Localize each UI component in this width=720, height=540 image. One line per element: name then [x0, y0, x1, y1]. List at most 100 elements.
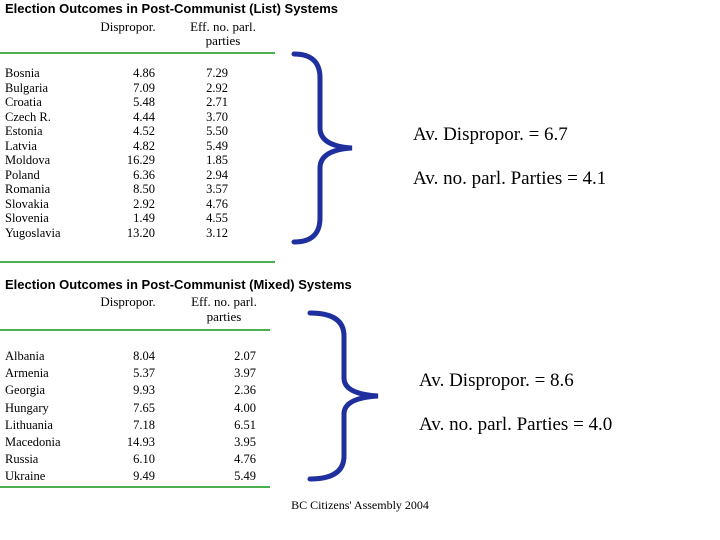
eff-parties-value: 4.00: [234, 400, 256, 415]
list-brace: [291, 51, 353, 245]
country-name: Slovenia: [5, 211, 49, 225]
country-name: Russia: [5, 452, 39, 467]
dispropor-value: 4.82: [133, 138, 155, 153]
eff-parties-value: 3.95: [234, 434, 256, 449]
footer-text: BC Citizens' Assembly 2004: [291, 498, 429, 512]
table-row: Ukraine 9.49 5.49: [0, 468, 270, 485]
table-row: Czech R. 4.44 3.70: [0, 110, 275, 125]
country-name: Latvia: [5, 138, 37, 153]
dispropor-value: 7.65: [133, 400, 155, 415]
mixed-table-body: Albania 8.04 2.07 Armenia 5.37 3.97 Georgia 9.9…: [0, 348, 270, 486]
country-name: Yugoslavia: [5, 225, 61, 240]
eff-parties-value: 2.71: [206, 95, 228, 109]
table-row: Yugoslavia 13.20 3.12: [0, 226, 275, 241]
list-col-eff-header-line1: Eff. no. parl.: [190, 19, 256, 34]
mixed-col-eff-header-line1: Eff. no. parl.: [191, 294, 257, 309]
eff-parties-value: 4.76: [206, 196, 228, 211]
dispropor-value: 16.29: [126, 153, 155, 167]
country-name: Bulgaria: [5, 80, 49, 95]
country-name: Poland: [5, 167, 40, 182]
list-header-rule: [0, 52, 275, 54]
dispropor-value: 8.50: [133, 182, 155, 196]
eff-parties-value: 2.07: [234, 349, 256, 363]
table-row: Moldova 16.29 1.85: [0, 153, 275, 168]
mixed-header-rule: [0, 329, 270, 331]
list-bottom-rule: [0, 261, 275, 263]
mixed-table-title: Election Outcomes in Post-Communist (Mix…: [5, 277, 352, 292]
eff-parties-value: 1.85: [206, 153, 228, 167]
dispropor-value: 8.04: [133, 349, 155, 363]
list-table-body: Bosnia 4.86 7.29 Bulgaria 7.09 2.92 Croatia 5.4…: [0, 66, 275, 240]
mixed-bottom-rule: [0, 486, 270, 488]
table-row: Hungary 7.65 4.00: [0, 400, 270, 417]
eff-parties-value: 6.51: [234, 417, 256, 432]
table-row: Bosnia 4.86 7.29: [0, 66, 275, 81]
country-name: Romania: [5, 182, 51, 196]
table-row: Poland 6.36 2.94: [0, 168, 275, 183]
list-systems-table: Election Outcomes in Post-Communist (Lis…: [0, 1, 338, 240]
country-name: Lithuania: [5, 417, 53, 432]
dispropor-value: 14.93: [126, 434, 155, 449]
footer-credit: BC Citizens' Assembly 2004: [0, 498, 720, 513]
table-row: Croatia 5.48 2.71: [0, 95, 275, 110]
list-col-disp-header: Dispropor.: [100, 19, 156, 34]
mixed-col-disp-header: Dispropor.: [100, 294, 156, 309]
list-table-title: Election Outcomes in Post-Communist (Lis…: [5, 1, 338, 16]
country-name: Czech R.: [5, 109, 51, 124]
dispropor-value: 6.10: [133, 452, 155, 467]
list-avg-parties: Av. no. parl. Parties = 4.1: [413, 168, 607, 189]
eff-parties-value: 2.36: [234, 383, 256, 398]
table-row: Slovenia 1.49 4.55: [0, 211, 275, 226]
country-name: Ukraine: [5, 469, 46, 484]
dispropor-value: 7.09: [133, 80, 155, 95]
dispropor-value: 13.20: [126, 225, 155, 240]
dispropor-value: 4.44: [133, 109, 155, 124]
dispropor-value: 1.49: [133, 211, 155, 225]
mixed-table-header: Dispropor. Eff. no. parl. parties: [0, 292, 360, 328]
dispropor-value: 4.86: [133, 66, 155, 80]
table-row: Bulgaria 7.09 2.92: [0, 81, 275, 96]
country-name: Bosnia: [5, 66, 40, 80]
country-name: Moldova: [5, 153, 51, 167]
country-name: Macedonia: [5, 434, 61, 449]
country-name: Georgia: [5, 383, 46, 398]
dispropor-value: 2.92: [133, 196, 155, 211]
mixed-col-eff-header-line2: parties: [206, 309, 242, 324]
country-name: Albania: [5, 349, 45, 363]
eff-parties-value: 4.55: [206, 211, 228, 225]
table-row: Estonia 4.52 5.50: [0, 124, 275, 139]
dispropor-value: 6.36: [133, 167, 155, 182]
dispropor-value: 5.37: [133, 366, 155, 381]
eff-parties-value: 5.50: [206, 124, 228, 138]
eff-parties-value: 2.92: [206, 80, 228, 95]
table-row: Macedonia 14.93 3.95: [0, 434, 270, 451]
country-name: Armenia: [5, 366, 49, 381]
mixed-systems-table: Election Outcomes in Post-Communist (Mix…: [0, 277, 360, 483]
country-name: Croatia: [5, 95, 42, 109]
list-avg-dispropor: Av. Dispropor. = 6.7: [413, 124, 568, 145]
eff-parties-value: 3.12: [206, 225, 228, 240]
dispropor-value: 4.52: [133, 124, 155, 138]
eff-parties-value: 4.76: [234, 452, 256, 467]
table-row: Romania 8.50 3.57: [0, 182, 275, 197]
eff-parties-value: 2.94: [206, 167, 228, 182]
table-row: Armenia 5.37 3.97: [0, 365, 270, 382]
table-row: Russia 6.10 4.76: [0, 451, 270, 468]
eff-parties-value: 3.70: [206, 109, 228, 124]
eff-parties-value: 5.49: [206, 138, 228, 153]
table-row: Latvia 4.82 5.49: [0, 139, 275, 154]
table-row: Albania 8.04 2.07: [0, 348, 270, 365]
country-name: Hungary: [5, 400, 49, 415]
dispropor-value: 7.18: [133, 417, 155, 432]
eff-parties-value: 5.49: [234, 469, 256, 484]
eff-parties-value: 3.97: [234, 366, 256, 381]
dispropor-value: 9.49: [133, 469, 155, 484]
country-name: Slovakia: [5, 196, 49, 211]
dispropor-value: 5.48: [133, 95, 155, 109]
table-row: Lithuania 7.18 6.51: [0, 417, 270, 434]
country-name: Estonia: [5, 124, 43, 138]
mixed-avg-dispropor: Av. Dispropor. = 8.6: [419, 370, 574, 391]
eff-parties-value: 3.57: [206, 182, 228, 196]
table-row: Slovakia 2.92 4.76: [0, 197, 275, 212]
list-table-header: Dispropor. Eff. no. parl. parties: [0, 16, 275, 52]
